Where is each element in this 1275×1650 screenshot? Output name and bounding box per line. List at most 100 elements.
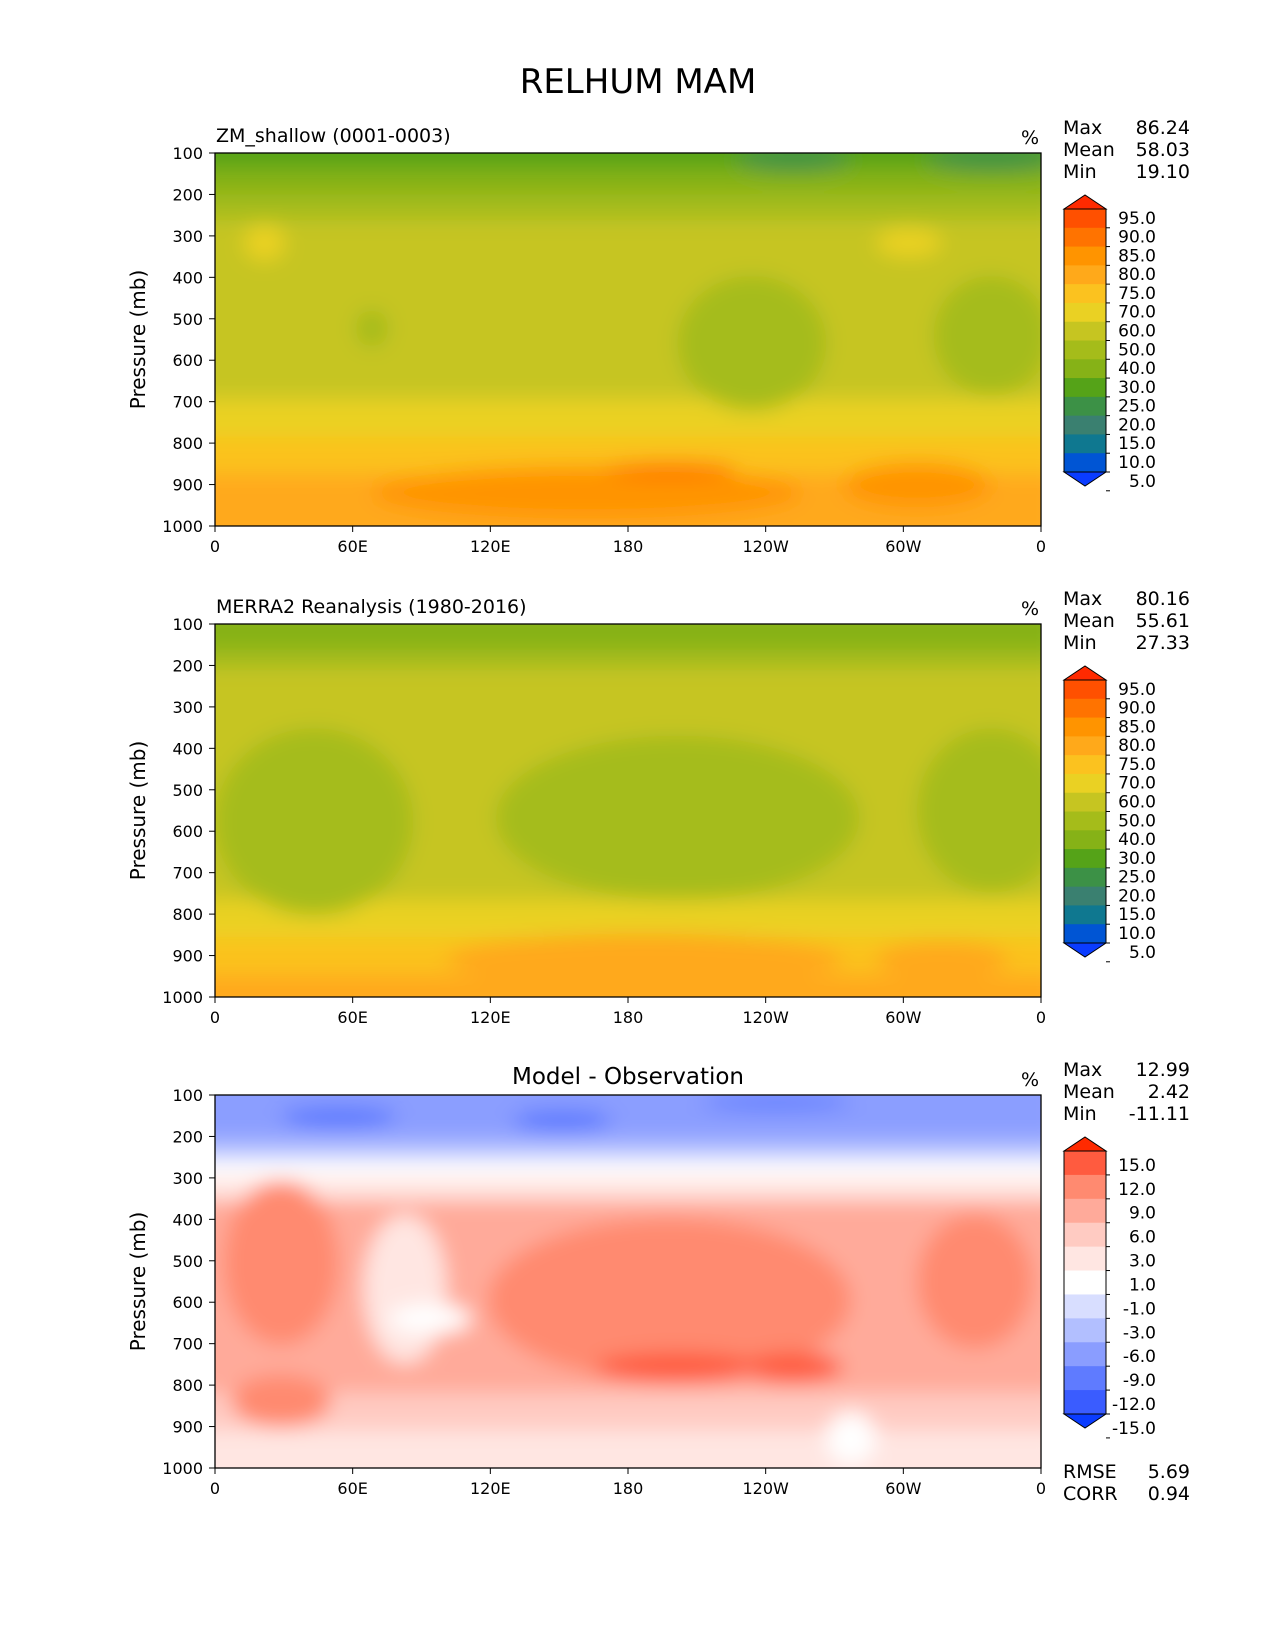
stat-value: 2.42 bbox=[1148, 1081, 1190, 1103]
colorbar-segment bbox=[1064, 209, 1106, 229]
colorbar-label: 80.0 bbox=[1118, 265, 1156, 285]
colorbar-segment bbox=[1064, 1151, 1106, 1176]
colorbar-segment bbox=[1064, 773, 1106, 794]
colorbar-segment bbox=[1064, 680, 1106, 700]
colorbar-segment bbox=[1064, 453, 1106, 473]
colorbar-label: 6.0 bbox=[1129, 1228, 1156, 1248]
colorbar-extend-top bbox=[1062, 194, 1108, 210]
y-tick-label: 1000 bbox=[162, 517, 203, 536]
contour-band bbox=[215, 1393, 1041, 1431]
panel-1: ZM_shallow (0001-0003) % 100 200 300 400 500 60… bbox=[126, 117, 1190, 556]
colorbar-label: 20.0 bbox=[1118, 415, 1156, 435]
colorbar-label: 90.0 bbox=[1118, 228, 1156, 248]
colorbar-segment bbox=[1064, 698, 1106, 719]
panel-3: Model - Observation % 100 200 300 400 500 600 70… bbox=[126, 1059, 1190, 1505]
stat-value: 58.03 bbox=[1136, 139, 1190, 161]
y-tick-label: 300 bbox=[172, 227, 203, 246]
x-tick-label: 60W bbox=[885, 1479, 921, 1498]
colorbar-segment bbox=[1064, 265, 1106, 285]
x-tick-label: 120W bbox=[742, 537, 789, 556]
colorbar-segment bbox=[1064, 434, 1106, 454]
colorbar-label: 20.0 bbox=[1118, 886, 1156, 906]
contour-field bbox=[215, 153, 1041, 526]
stat-value: 27.33 bbox=[1136, 632, 1190, 654]
contour-band bbox=[215, 399, 1041, 437]
panel-title: Model - Observation bbox=[512, 1064, 744, 1090]
x-tick-label: 0 bbox=[210, 1008, 220, 1027]
colorbar-label: 70.0 bbox=[1118, 303, 1156, 323]
colorbar-label: 15.0 bbox=[1118, 434, 1156, 454]
contour-blob bbox=[231, 1374, 331, 1427]
y-tick-label: 700 bbox=[172, 864, 203, 883]
colorbar-segment bbox=[1064, 1174, 1106, 1200]
contour-blob bbox=[603, 462, 736, 478]
contour-band bbox=[215, 974, 1041, 997]
colorbar-segment bbox=[1064, 340, 1106, 360]
colorbar-label: 40.0 bbox=[1118, 359, 1156, 379]
colorbar-segment bbox=[1064, 886, 1106, 906]
x-tick-label: 60W bbox=[885, 1008, 921, 1027]
units-label: % bbox=[1021, 1069, 1039, 1091]
contour-field bbox=[215, 1095, 1041, 1468]
colorbar-label: 15.0 bbox=[1118, 1156, 1156, 1176]
x-tick-label: 120W bbox=[742, 1479, 789, 1498]
colorbar-label: -6.0 bbox=[1123, 1347, 1156, 1367]
contour-blob bbox=[487, 1218, 852, 1383]
colorbar-segment bbox=[1064, 1366, 1106, 1391]
contour-blob bbox=[875, 941, 1008, 979]
stat-label: Mean bbox=[1063, 1081, 1115, 1103]
colorbar-label: 15.0 bbox=[1118, 905, 1156, 925]
panel-2: MERRA2 Reanalysis (1980-2016) % 100 200 300 4… bbox=[126, 588, 1190, 1027]
colorbar-segment bbox=[1064, 1270, 1106, 1295]
colorbar-segment bbox=[1064, 246, 1106, 266]
colorbar-extend-top bbox=[1062, 1136, 1108, 1152]
colorbar-segment bbox=[1064, 736, 1106, 756]
stat-label: Min bbox=[1063, 632, 1097, 654]
colorbar-segment bbox=[1064, 811, 1106, 831]
y-tick-label: 800 bbox=[172, 1376, 203, 1395]
colorbar-label: 95.0 bbox=[1118, 209, 1156, 229]
contour-blob bbox=[281, 1106, 397, 1129]
contour-band bbox=[215, 1158, 1041, 1178]
stat-value: 0.94 bbox=[1148, 1483, 1190, 1505]
colorbar-label: 30.0 bbox=[1118, 378, 1156, 398]
y-tick-label: 200 bbox=[172, 656, 203, 675]
contour-blob bbox=[743, 1352, 843, 1383]
colorbar-label: 70.0 bbox=[1118, 774, 1156, 794]
stat-label: Min bbox=[1063, 1103, 1097, 1125]
colorbar-segment bbox=[1064, 415, 1106, 435]
x-tick-label: 0 bbox=[1036, 1008, 1046, 1027]
y-tick-label: 200 bbox=[172, 1127, 203, 1146]
stat-label: Mean bbox=[1063, 139, 1115, 161]
colorbar-segment bbox=[1064, 1222, 1106, 1248]
colorbar-label: 40.0 bbox=[1118, 830, 1156, 850]
colorbar-segment bbox=[1064, 396, 1106, 417]
contour-blob bbox=[223, 1180, 339, 1345]
y-tick-label: 100 bbox=[172, 615, 203, 634]
stat-value: 12.99 bbox=[1136, 1059, 1190, 1081]
y-tick-label: 400 bbox=[172, 739, 203, 758]
y-tick-label: 400 bbox=[172, 268, 203, 287]
contour-band bbox=[215, 194, 1041, 221]
y-tick-label: 400 bbox=[172, 1210, 203, 1229]
y-tick-label: 800 bbox=[172, 434, 203, 453]
contour-blob bbox=[842, 462, 992, 508]
stat-label: RMSE bbox=[1063, 1461, 1117, 1483]
colorbar-segment bbox=[1064, 1198, 1106, 1224]
units-label: % bbox=[1021, 598, 1039, 620]
y-tick-label: 900 bbox=[172, 476, 203, 495]
colorbar-segment bbox=[1064, 755, 1106, 775]
colorbar-label: 5.0 bbox=[1129, 472, 1156, 492]
stat-label: Max bbox=[1063, 588, 1102, 610]
y-axis-label: Pressure (mb) bbox=[126, 270, 150, 410]
y-tick-label: 100 bbox=[172, 144, 203, 163]
colorbar-label: 60.0 bbox=[1118, 793, 1156, 813]
colorbar-segment bbox=[1064, 867, 1106, 888]
colorbar-segment bbox=[1064, 924, 1106, 944]
y-tick-label: 500 bbox=[172, 310, 203, 329]
contour-blob bbox=[933, 276, 1041, 396]
contour-blob bbox=[702, 1095, 852, 1110]
y-tick-label: 200 bbox=[172, 185, 203, 204]
colorbar-label: -15.0 bbox=[1112, 1419, 1156, 1439]
